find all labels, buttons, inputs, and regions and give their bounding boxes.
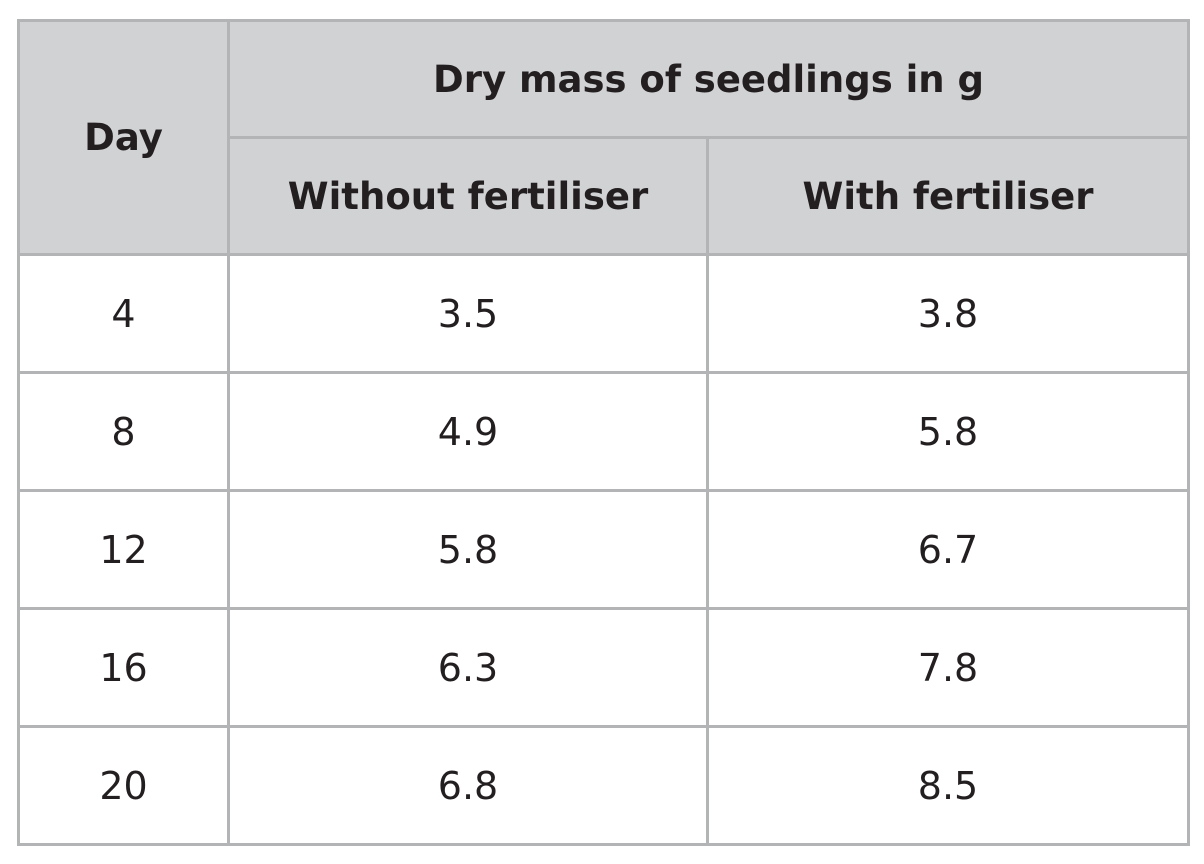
with-fertiliser-cell: 8.5 — [706, 725, 1190, 846]
day-cell: 12 — [17, 489, 230, 610]
table-body: 4 3.5 3.8 8 4.9 5.8 12 5.8 6.7 16 6.3 7.… — [17, 253, 1190, 846]
table-row: 20 6.8 8.5 — [17, 725, 1190, 846]
table-row: 8 4.9 5.8 — [17, 371, 1190, 492]
table-header: Day Dry mass of seedlings in g Without f… — [17, 19, 1190, 256]
seedling-mass-table: Day Dry mass of seedlings in g Without f… — [17, 19, 1190, 846]
day-cell: 8 — [17, 371, 230, 492]
day-cell: 4 — [17, 253, 230, 374]
without-fertiliser-cell: 4.9 — [227, 371, 709, 492]
table-row: 4 3.5 3.8 — [17, 253, 1190, 374]
table-row: 16 6.3 7.8 — [17, 607, 1190, 728]
without-fertiliser-cell: 6.3 — [227, 607, 709, 728]
without-fertiliser-cell: 5.8 — [227, 489, 709, 610]
with-fertiliser-cell: 7.8 — [706, 607, 1190, 728]
day-header: Day — [17, 19, 230, 256]
header-row-top: Day Dry mass of seedlings in g — [17, 19, 1190, 256]
without-fertiliser-header: Without fertiliser — [227, 136, 709, 256]
with-fertiliser-cell: 3.8 — [706, 253, 1190, 374]
with-fertiliser-header: With fertiliser — [706, 136, 1190, 256]
dry-mass-group-header: Dry mass of seedlings in g — [227, 19, 1190, 139]
with-fertiliser-cell: 6.7 — [706, 489, 1190, 610]
with-fertiliser-cell: 5.8 — [706, 371, 1190, 492]
header-row-sub: Without fertiliser With fertiliser — [19, 136, 1190, 256]
day-cell: 16 — [17, 607, 230, 728]
without-fertiliser-cell: 3.5 — [227, 253, 709, 374]
table-row: 12 5.8 6.7 — [17, 489, 1190, 610]
day-cell: 20 — [17, 725, 230, 846]
without-fertiliser-cell: 6.8 — [227, 725, 709, 846]
